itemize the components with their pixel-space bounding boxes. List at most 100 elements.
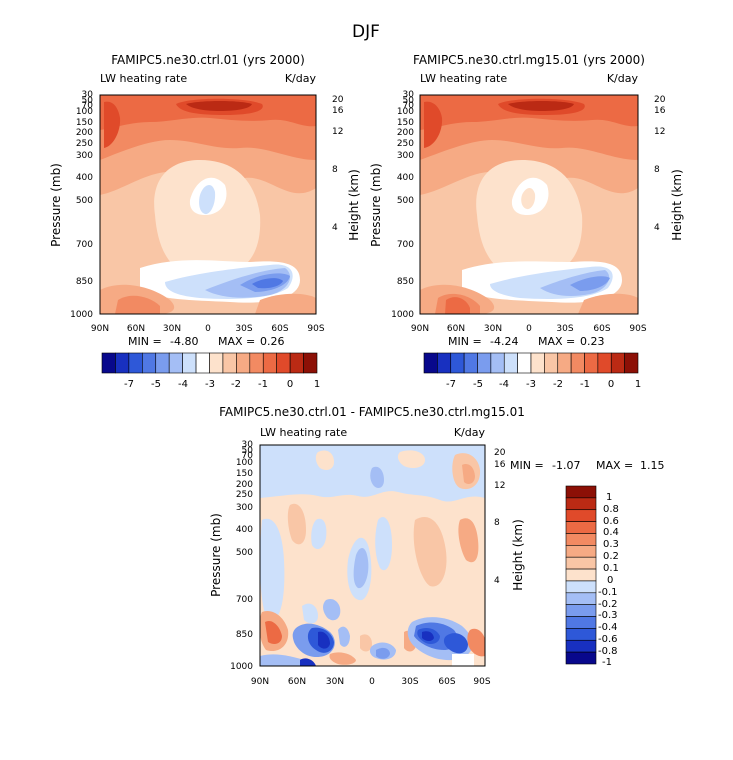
- cb2-label-m4: -4: [499, 379, 509, 390]
- colorbar-swatch: [249, 352, 264, 374]
- p-tick-700: 700: [236, 595, 253, 605]
- panel-3-max-value: 1.15: [640, 459, 665, 472]
- cb1-label-m1: -1: [258, 379, 268, 390]
- panel-1-max-value: 0.26: [260, 335, 285, 348]
- cb1-label-m2: -2: [231, 379, 241, 390]
- x-tick-30n: 30N: [163, 324, 181, 334]
- x-tick-30n: 30N: [326, 677, 344, 687]
- p-tick-100: 100: [236, 458, 253, 468]
- colorbar-swatch: [565, 592, 597, 605]
- colorbar-1-labels: -7 -5 -4 -3 -2 -1 0 1: [124, 379, 320, 390]
- p-tick-70: 70: [242, 451, 254, 461]
- x-tick-60s: 60S: [438, 677, 455, 687]
- colorbar-swatch: [276, 352, 291, 374]
- panel-3-contours: [260, 445, 485, 666]
- panel-3-units: K/day: [454, 426, 486, 439]
- colorbar-2-labels: -7 -5 -4 -3 -2 -1 0 1: [446, 379, 641, 390]
- colorbar-swatch: [565, 604, 597, 617]
- p-tick-50: 50: [82, 96, 94, 106]
- p-tick-1000: 1000: [391, 310, 414, 320]
- colorbar-swatch: [517, 352, 532, 374]
- p-tick-500: 500: [397, 196, 414, 206]
- cb3-label-m1: -1: [602, 657, 612, 668]
- h-tick-4: 4: [654, 223, 660, 233]
- colorbar-swatch: [437, 352, 452, 374]
- colorbar-swatch: [195, 352, 210, 374]
- panel-2-field-label: LW heating rate: [420, 72, 507, 85]
- p-tick-850: 850: [397, 277, 414, 287]
- h-tick-8: 8: [654, 165, 660, 175]
- cb1-label-0: 0: [287, 379, 293, 390]
- p-tick-500: 500: [76, 196, 93, 206]
- cb3-label-0.3: 0.3: [603, 539, 619, 550]
- colorbar-3-boxes: [565, 485, 597, 665]
- panel-1-min-value: -4.80: [170, 335, 198, 348]
- colorbar-swatch: [610, 352, 625, 374]
- panel-1-pressure-ticks: 30 50 70 100 150 200 250 300 400 500 700…: [70, 90, 93, 320]
- x-tick-90n: 90N: [251, 677, 269, 687]
- panel-2-max-label: MAX =: [538, 335, 575, 348]
- colorbar-swatch: [565, 639, 597, 653]
- cb2-label-m5: -5: [473, 379, 483, 390]
- panel-2-ylabel-right: Height (km): [670, 169, 684, 240]
- panel-3-min-label: MIN =: [510, 459, 544, 472]
- h-tick-20: 20: [332, 95, 344, 105]
- x-tick-90s: 90S: [629, 324, 646, 334]
- panel-1-ylabel: Pressure (mb): [49, 163, 63, 247]
- panel-3-height-ticks: 20 16 12 8 4: [494, 448, 506, 586]
- panel-3-pressure-ticks: 30 50 70 100 150 200 250 300 400 500 700…: [230, 440, 253, 672]
- colorbar-swatch: [565, 580, 597, 594]
- panel-2-height-ticks: 20 16 12 8 4: [654, 95, 666, 233]
- p-tick-400: 400: [76, 173, 93, 183]
- p-tick-300: 300: [397, 151, 414, 161]
- p-tick-300: 300: [76, 151, 93, 161]
- panel-2-min-value: -4.24: [490, 335, 518, 348]
- colorbar-swatch: [565, 616, 597, 629]
- colorbar-swatch: [565, 509, 597, 522]
- colorbar-1-boxes: [101, 352, 318, 374]
- p-tick-250: 250: [397, 139, 414, 149]
- cb3-label-m0.1: -0.1: [598, 587, 618, 598]
- panel-2-pressure-ticks: 30 50 70 100 150 200 250 300 400 500 700…: [391, 90, 414, 320]
- colorbar-swatch: [530, 352, 545, 374]
- h-tick-20: 20: [494, 448, 506, 458]
- colorbar-swatch: [182, 352, 197, 374]
- x-tick-60n: 60N: [127, 324, 145, 334]
- x-tick-60n: 60N: [447, 324, 465, 334]
- colorbar-swatch: [142, 352, 157, 374]
- colorbar-swatch: [463, 352, 478, 374]
- p-tick-100: 100: [397, 107, 414, 117]
- x-tick-30s: 30S: [235, 324, 252, 334]
- p-tick-200: 200: [236, 480, 253, 490]
- p-tick-100: 100: [76, 107, 93, 117]
- colorbar-swatch: [624, 352, 639, 374]
- p-tick-30: 30: [403, 90, 415, 100]
- cb2-label-m7: -7: [446, 379, 456, 390]
- colorbar-swatch: [128, 352, 143, 374]
- cb1-label-1: 1: [314, 379, 320, 390]
- x-tick-90n: 90N: [411, 324, 429, 334]
- p-tick-50: 50: [403, 96, 415, 106]
- p-tick-300: 300: [236, 503, 253, 513]
- panel-1-title: FAMIPC5.ne30.ctrl.01 (yrs 2000): [111, 53, 305, 67]
- cb3-label-0.1: 0.1: [603, 563, 619, 574]
- h-tick-16: 16: [654, 106, 666, 116]
- colorbar-swatch: [262, 352, 277, 374]
- cb3-label-0.4: 0.4: [603, 527, 619, 538]
- colorbar-swatch: [115, 352, 130, 374]
- x-tick-60n: 60N: [288, 677, 306, 687]
- colorbar-swatch: [222, 352, 237, 374]
- p-tick-250: 250: [236, 490, 253, 500]
- cb3-label-m0.2: -0.2: [598, 599, 618, 610]
- panel-1-minmax: MIN = -4.80 MAX = 0.26: [128, 335, 285, 348]
- colorbar-swatch: [477, 352, 492, 374]
- cb2-label-0: 0: [608, 379, 614, 390]
- colorbar-swatch: [544, 352, 559, 374]
- p-tick-700: 700: [76, 240, 93, 250]
- p-tick-850: 850: [236, 630, 253, 640]
- cb3-label-0.2: 0.2: [603, 551, 619, 562]
- panel-difference: FAMIPC5.ne30.ctrl.01 - FAMIPC5.ne30.ctrl…: [209, 405, 665, 687]
- p-tick-150: 150: [236, 469, 253, 479]
- cb3-label-m0.3: -0.3: [598, 610, 618, 621]
- x-tick-90n: 90N: [91, 324, 109, 334]
